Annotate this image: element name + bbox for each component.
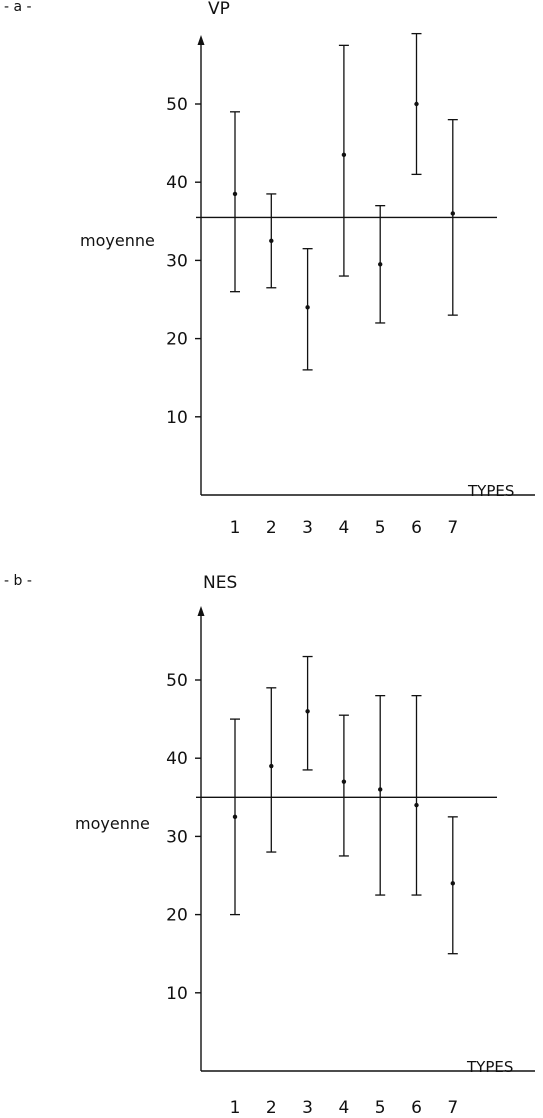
errorbar-type-7 xyxy=(447,816,458,955)
mean-point xyxy=(305,709,310,714)
panel-label: - b - xyxy=(4,573,32,589)
errorbar-type-5 xyxy=(375,694,386,896)
mean-label: moyenne xyxy=(80,231,155,250)
errorbar-type-5 xyxy=(375,205,386,324)
x-tick-label: 1 xyxy=(230,518,241,538)
y-tick-label: 20 xyxy=(166,330,188,350)
errorbar-type-6 xyxy=(411,32,422,176)
x-tick-label: 5 xyxy=(375,1098,386,1118)
mean-point xyxy=(269,763,274,769)
y-axis-arrow xyxy=(197,606,205,616)
y-tick-label: 40 xyxy=(166,749,188,769)
mean-point xyxy=(232,814,238,820)
y-tick-label: 10 xyxy=(166,408,188,428)
y-axis-title: NES xyxy=(203,573,237,593)
errorbar-type-6 xyxy=(411,694,422,896)
y-tick-label: 30 xyxy=(166,827,188,847)
mean-point xyxy=(232,191,238,197)
x-tick-label: 2 xyxy=(266,518,277,538)
errorbar-type-1 xyxy=(230,718,240,916)
errorbar-type-2 xyxy=(266,193,277,289)
mean-label: moyenne xyxy=(75,814,150,833)
errorbar-type-1 xyxy=(230,111,240,293)
mean-point xyxy=(378,262,383,267)
errorbar-type-7 xyxy=(447,118,458,316)
y-tick-label: 40 xyxy=(166,173,188,193)
errorbar-type-2 xyxy=(266,687,277,853)
y-axis-title: VP xyxy=(208,0,230,19)
errorbar-type-3 xyxy=(302,655,313,771)
panel-label: - a - xyxy=(4,0,32,15)
mean-point xyxy=(341,779,347,784)
x-tick-label: 7 xyxy=(447,518,458,538)
x-tick-label: 3 xyxy=(302,518,313,538)
x-tick-label: 1 xyxy=(230,1098,241,1118)
errorbar-type-3 xyxy=(302,248,313,371)
x-tick-label: 6 xyxy=(411,1098,422,1118)
y-tick-label: 20 xyxy=(166,906,188,926)
mean-point xyxy=(450,211,455,216)
x-axis-title: TYPES xyxy=(466,1058,513,1076)
mean-point xyxy=(450,881,455,886)
mean-point xyxy=(269,238,274,244)
x-tick-label: 3 xyxy=(302,1098,313,1118)
y-tick-label: 10 xyxy=(166,984,188,1004)
panel-a: - a - VP 10 20 30 40 50 moyenne TYPES 1 2 3 4 5 6 7 xyxy=(4,0,535,538)
y-tick-label: 30 xyxy=(166,251,188,271)
mean-point xyxy=(341,152,347,158)
mean-point xyxy=(414,101,419,107)
x-tick-label: 2 xyxy=(266,1098,277,1118)
errorbar-type-4 xyxy=(338,714,349,857)
panel-b: - b - NES 10 20 30 40 50 moyenne TYPES 1 2 3 4 5 6 7 xyxy=(4,573,535,1118)
y-tick-label: 50 xyxy=(166,95,188,115)
x-tick-label: 4 xyxy=(338,518,349,538)
x-tick-label: 5 xyxy=(375,518,386,538)
mean-point xyxy=(305,305,310,310)
mean-point xyxy=(414,802,419,808)
mean-point xyxy=(378,787,383,792)
y-axis-arrow xyxy=(197,35,205,45)
x-axis-title: TYPES xyxy=(467,482,514,500)
x-tick-label: 7 xyxy=(447,1098,458,1118)
y-tick-label: 50 xyxy=(166,671,188,691)
x-tick-label: 6 xyxy=(411,518,422,538)
errorbar-type-4 xyxy=(338,44,349,277)
x-tick-label: 4 xyxy=(338,1098,349,1118)
